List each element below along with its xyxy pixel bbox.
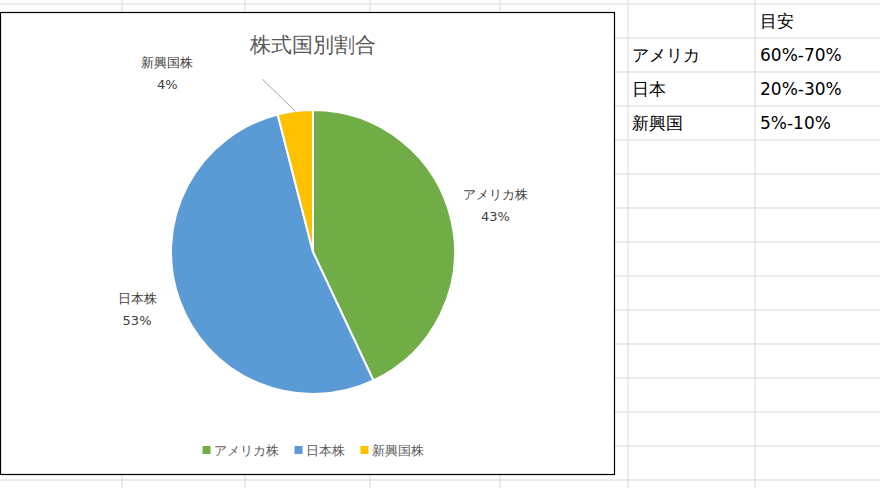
legend-item: 新興国株 — [361, 443, 424, 458]
legend-label: アメリカ株 — [214, 443, 279, 458]
chart: 株式国別割合アメリカ株43%日本株53%新興国株4%アメリカ株日本株新興国株 — [1, 13, 615, 475]
page: 目安アメリカ60%-70%日本20%-30%新興国5%-10%株式国別割合アメリ… — [0, 0, 880, 488]
sheet-col-line — [755, 0, 756, 488]
slices — [171, 110, 455, 394]
legend: アメリカ株 日本株 新興国株 — [203, 443, 424, 458]
table-cell: 5%-10% — [760, 113, 831, 133]
slice-category-label: 日本株 — [118, 291, 157, 306]
sheet-grid — [0, 0, 880, 488]
legend-swatch — [295, 446, 303, 454]
chart-title: 株式国別割合 — [249, 33, 376, 57]
legend-label: 日本株 — [306, 443, 345, 458]
table-cell: 20%-30% — [760, 79, 842, 99]
legend-swatch — [361, 446, 369, 454]
guide-table: 目安アメリカ 60%-70% 日本 20%-30% 新興国 5%-10% — [632, 11, 842, 133]
sheet-col-line — [628, 0, 629, 488]
slice-value-label: 43% — [481, 209, 510, 224]
data-labels: アメリカ株 43% 日本株 53% 新興国株 4% — [118, 55, 528, 328]
slice-category-label: 新興国株 — [141, 55, 193, 70]
slice-category-label: アメリカ株 — [463, 187, 528, 202]
legend-item: 日本株 — [295, 443, 345, 458]
table-cell: 新興国 — [632, 113, 683, 133]
table-cell: 60%-70% — [760, 45, 842, 65]
pie-slice — [171, 114, 373, 394]
legend-label: 新興国株 — [372, 443, 424, 458]
table-cell: アメリカ — [632, 45, 700, 65]
legend-item: アメリカ株 — [203, 443, 279, 458]
legend-swatch — [203, 446, 211, 454]
table-header: 目安 — [760, 11, 794, 31]
slice-value-label: 4% — [157, 77, 178, 92]
slice-value-label: 53% — [123, 313, 152, 328]
sheet-row-line — [0, 4, 880, 5]
table-cell: 日本 — [632, 79, 666, 99]
chart-area — [1, 13, 615, 475]
sheet-row-line — [0, 480, 880, 481]
leader-line — [262, 79, 295, 111]
pie-slice — [278, 110, 313, 252]
